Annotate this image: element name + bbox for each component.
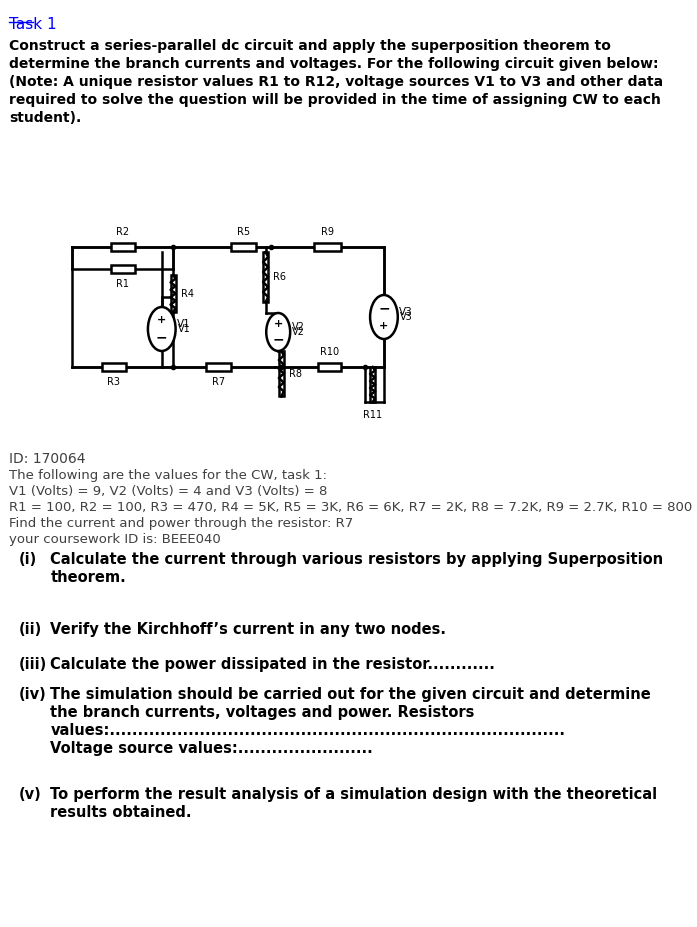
Text: your coursework ID is: BEEE040: your coursework ID is: BEEE040: [9, 533, 220, 546]
Text: (iii): (iii): [19, 657, 47, 672]
Text: ID: 170064: ID: 170064: [9, 452, 85, 466]
Text: R4: R4: [181, 288, 194, 298]
Bar: [279, 351, 284, 396]
Text: To perform the result analysis of a simulation design with the theoretical: To perform the result analysis of a simu…: [50, 787, 657, 802]
Text: V3: V3: [399, 312, 413, 322]
Text: R1 = 100, R2 = 100, R3 = 470, R4 = 5K, R5 = 3K, R6 = 6K, R7 = 2K, R8 = 7.2K, R9 : R1 = 100, R2 = 100, R3 = 470, R4 = 5K, R…: [9, 501, 697, 514]
Text: The following are the values for the CW, task 1:: The following are the values for the CW,…: [9, 469, 327, 482]
Text: V2: V2: [292, 327, 305, 337]
Text: R9: R9: [321, 227, 334, 237]
Text: −: −: [378, 301, 390, 315]
Text: V2: V2: [292, 322, 305, 332]
Text: R5: R5: [238, 227, 250, 237]
Text: +: +: [274, 320, 283, 329]
Bar: [370, 367, 375, 402]
Bar: [319, 363, 341, 371]
Text: R1: R1: [116, 279, 129, 289]
Text: V1: V1: [178, 324, 190, 334]
Text: +: +: [379, 321, 388, 331]
Circle shape: [370, 295, 398, 339]
Text: Verify the Kirchhoff’s current in any two nodes.: Verify the Kirchhoff’s current in any tw…: [50, 622, 446, 637]
Bar: [111, 265, 135, 273]
Text: determine the branch currents and voltages. For the following circuit given belo: determine the branch currents and voltag…: [9, 57, 658, 71]
Bar: [111, 243, 135, 251]
Text: R6: R6: [273, 272, 286, 282]
Text: values:.........................................................................: values:.................................…: [50, 723, 565, 738]
Text: −: −: [156, 331, 167, 345]
Bar: [314, 243, 341, 251]
Text: (i): (i): [19, 552, 37, 567]
Bar: [231, 243, 256, 251]
Text: V1 (Volts) = 9, V2 (Volts) = 4 and V3 (Volts) = 8: V1 (Volts) = 9, V2 (Volts) = 4 and V3 (V…: [9, 485, 327, 498]
Text: R7: R7: [212, 377, 225, 387]
Text: Calculate the current through various resistors by applying Superposition: Calculate the current through various re…: [50, 552, 664, 567]
Text: R11: R11: [363, 410, 382, 420]
Text: −: −: [273, 333, 284, 347]
Text: The simulation should be carried out for the given circuit and determine: The simulation should be carried out for…: [50, 687, 651, 702]
Bar: [171, 275, 176, 312]
Text: student).: student).: [9, 111, 81, 125]
Text: V1: V1: [177, 319, 190, 329]
Text: Find the current and power through the resistor: R7: Find the current and power through the r…: [9, 517, 353, 530]
Text: Calculate the power dissipated in the resistor............: Calculate the power dissipated in the re…: [50, 657, 496, 672]
Text: (ii): (ii): [19, 622, 42, 637]
Text: R8: R8: [289, 369, 302, 378]
Text: (Note: A unique resistor values R1 to R12, voltage sources V1 to V3 and other da: (Note: A unique resistor values R1 to R1…: [9, 75, 663, 89]
Circle shape: [266, 313, 290, 351]
Text: R2: R2: [116, 227, 130, 237]
Text: Construct a series-parallel dc circuit and apply the superposition theorem to: Construct a series-parallel dc circuit a…: [9, 39, 611, 53]
Bar: [263, 252, 268, 302]
Text: Task 1: Task 1: [9, 17, 56, 32]
Text: (iv): (iv): [19, 687, 47, 702]
Bar: [206, 363, 231, 371]
Text: theorem.: theorem.: [50, 570, 126, 585]
Text: R10: R10: [320, 347, 339, 357]
Text: +: +: [157, 315, 167, 325]
Text: required to solve the question will be provided in the time of assigning CW to e: required to solve the question will be p…: [9, 93, 661, 107]
Text: Voltage source values:........................: Voltage source values:..................…: [50, 741, 373, 756]
Text: R3: R3: [107, 377, 121, 387]
Text: the branch currents, voltages and power. Resistors: the branch currents, voltages and power.…: [50, 705, 475, 720]
Bar: [102, 363, 126, 371]
Circle shape: [148, 307, 176, 351]
Text: (v): (v): [19, 787, 42, 802]
Text: V3: V3: [399, 307, 413, 317]
Text: results obtained.: results obtained.: [50, 805, 192, 820]
